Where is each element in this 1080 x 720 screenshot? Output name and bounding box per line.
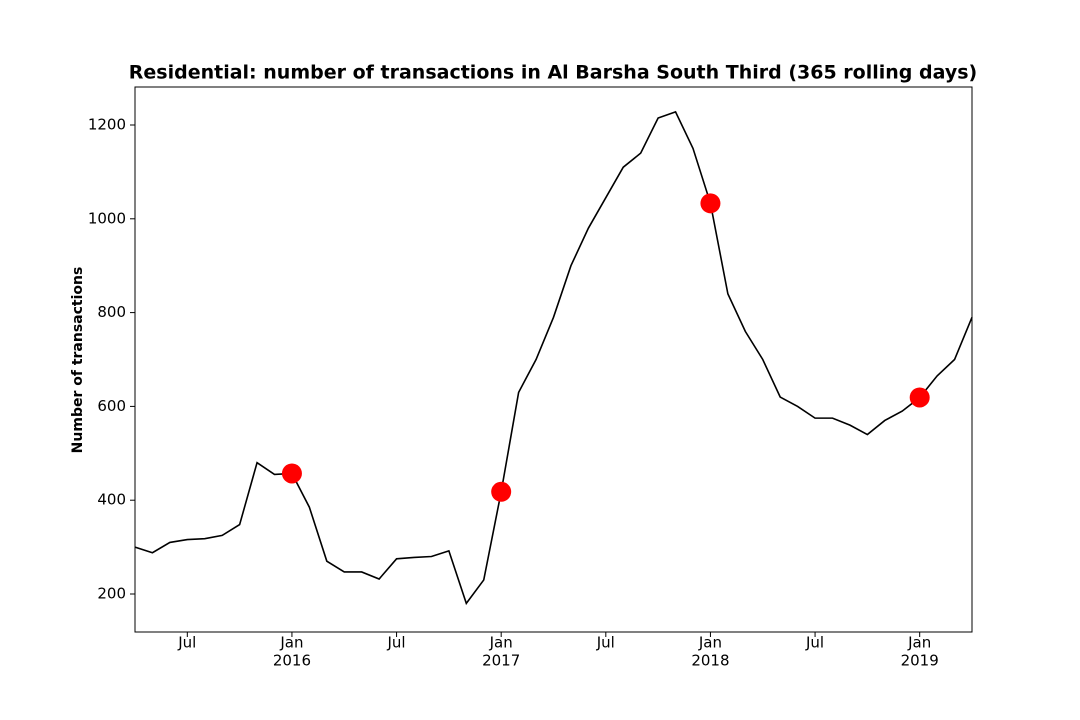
marker (909, 387, 930, 408)
plot-frame (134, 86, 973, 633)
y-tick-label: 600 (97, 397, 126, 415)
x-tick-label: Jan (489, 634, 513, 652)
x-tick-year: 2018 (691, 652, 729, 670)
y-axis-label: Number of transactions (70, 267, 86, 454)
marker (491, 481, 512, 502)
x-tick-label: Jan (907, 634, 931, 652)
y-tick-label: 400 (97, 491, 126, 509)
x-tick-label: Jul (177, 634, 196, 652)
x-tick-label: Jan (279, 634, 303, 652)
marker (700, 193, 721, 214)
x-tick-label: Jan (698, 634, 722, 652)
x-tick-label: Jul (805, 634, 824, 652)
x-tick-year: 2016 (273, 652, 311, 670)
x-tick-year: 2017 (482, 652, 520, 670)
marker (281, 463, 302, 484)
y-tick-label: 1200 (88, 115, 126, 133)
chart-title: Residential: number of transactions in A… (129, 62, 977, 84)
y-tick-label: 200 (97, 585, 126, 603)
x-tick-label: Jul (387, 634, 406, 652)
y-tick-label: 800 (97, 303, 126, 321)
data-line (134, 110, 973, 606)
x-tick-year: 2019 (901, 652, 939, 670)
y-tick-label: 1000 (88, 209, 126, 227)
x-tick-label: Jul (596, 634, 615, 652)
